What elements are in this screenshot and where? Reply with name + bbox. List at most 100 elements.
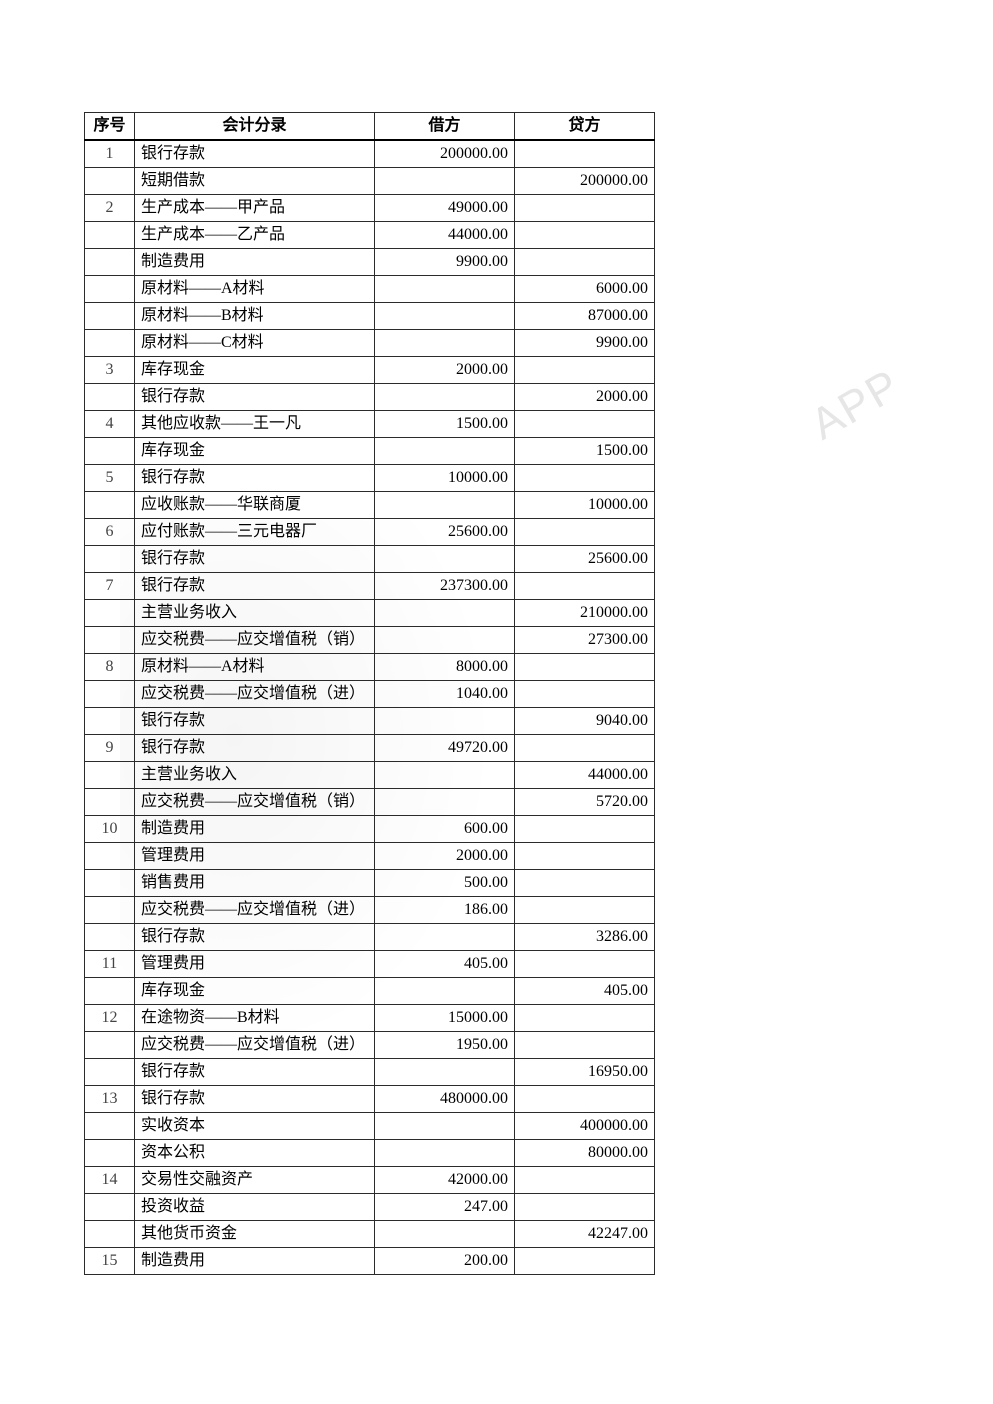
debit-cell: 500.00 (375, 870, 515, 897)
entry-cell: 银行存款 (135, 465, 375, 492)
debit-cell (375, 978, 515, 1005)
entry-cell: 实收资本 (135, 1113, 375, 1140)
seq-cell (85, 924, 135, 951)
col-entry-header: 会计分录 (135, 113, 375, 141)
table-row: 14交易性交融资产42000.00 (85, 1167, 655, 1194)
watermark: APP (803, 360, 909, 450)
entry-cell: 应交税费——应交增值税（销） (135, 627, 375, 654)
credit-cell: 400000.00 (515, 1113, 655, 1140)
debit-cell (375, 168, 515, 195)
credit-cell (515, 1032, 655, 1059)
seq-cell (85, 222, 135, 249)
credit-cell: 6000.00 (515, 276, 655, 303)
credit-cell (515, 573, 655, 600)
credit-cell: 405.00 (515, 978, 655, 1005)
table-row: 应交税费——应交增值税（销）5720.00 (85, 789, 655, 816)
credit-cell (515, 249, 655, 276)
table-row: 应交税费——应交增值税（进）1950.00 (85, 1032, 655, 1059)
table-row: 应交税费——应交增值税（进）1040.00 (85, 681, 655, 708)
credit-cell (515, 519, 655, 546)
seq-cell (85, 1221, 135, 1248)
debit-cell: 9900.00 (375, 249, 515, 276)
credit-cell: 27300.00 (515, 627, 655, 654)
seq-cell: 4 (85, 411, 135, 438)
seq-cell (85, 897, 135, 924)
debit-cell: 8000.00 (375, 654, 515, 681)
seq-cell: 7 (85, 573, 135, 600)
seq-cell: 13 (85, 1086, 135, 1113)
debit-cell: 15000.00 (375, 1005, 515, 1032)
debit-cell (375, 384, 515, 411)
entry-cell: 银行存款 (135, 708, 375, 735)
seq-cell (85, 681, 135, 708)
table-row: 库存现金405.00 (85, 978, 655, 1005)
seq-cell (85, 330, 135, 357)
credit-cell: 3286.00 (515, 924, 655, 951)
debit-cell: 2000.00 (375, 843, 515, 870)
credit-cell: 210000.00 (515, 600, 655, 627)
seq-cell (85, 708, 135, 735)
table-row: 6应付账款——三元电器厂25600.00 (85, 519, 655, 546)
debit-cell: 600.00 (375, 816, 515, 843)
ledger-table: 序号 会计分录 借方 贷方 1银行存款200000.00短期借款200000.0… (84, 112, 655, 1275)
entry-cell: 银行存款 (135, 1086, 375, 1113)
credit-cell (515, 735, 655, 762)
entry-cell: 主营业务收入 (135, 600, 375, 627)
debit-cell: 1040.00 (375, 681, 515, 708)
table-row: 15制造费用200.00 (85, 1248, 655, 1275)
table-row: 投资收益247.00 (85, 1194, 655, 1221)
debit-cell: 49720.00 (375, 735, 515, 762)
table-row: 主营业务收入44000.00 (85, 762, 655, 789)
entry-cell: 原材料——A材料 (135, 654, 375, 681)
debit-cell: 10000.00 (375, 465, 515, 492)
table-row: 其他货币资金 42247.00 (85, 1221, 655, 1248)
credit-cell: 1500.00 (515, 438, 655, 465)
credit-cell: 44000.00 (515, 762, 655, 789)
table-body: 1银行存款200000.00短期借款200000.002生产成本——甲产品490… (85, 140, 655, 1275)
entry-cell: 销售费用 (135, 870, 375, 897)
debit-cell (375, 438, 515, 465)
seq-cell: 6 (85, 519, 135, 546)
debit-cell (375, 1113, 515, 1140)
entry-cell: 银行存款 (135, 924, 375, 951)
entry-cell: 其他货币资金 (135, 1221, 375, 1248)
seq-cell (85, 492, 135, 519)
entry-cell: 银行存款 (135, 735, 375, 762)
entry-cell: 银行存款 (135, 140, 375, 168)
seq-cell (85, 600, 135, 627)
credit-cell (515, 140, 655, 168)
credit-cell: 42247.00 (515, 1221, 655, 1248)
table-row: 原材料——B材料87000.00 (85, 303, 655, 330)
debit-cell (375, 492, 515, 519)
table-row: 9银行存款49720.00 (85, 735, 655, 762)
seq-cell: 5 (85, 465, 135, 492)
seq-cell: 8 (85, 654, 135, 681)
credit-cell (515, 870, 655, 897)
table-row: 11管理费用405.00 (85, 951, 655, 978)
seq-cell (85, 627, 135, 654)
entry-cell: 管理费用 (135, 843, 375, 870)
entry-cell: 投资收益 (135, 1194, 375, 1221)
seq-cell: 15 (85, 1248, 135, 1275)
entry-cell: 生产成本——甲产品 (135, 195, 375, 222)
seq-cell (85, 303, 135, 330)
table-row: 应收账款——华联商厦10000.00 (85, 492, 655, 519)
debit-cell (375, 627, 515, 654)
credit-cell (515, 843, 655, 870)
credit-cell (515, 897, 655, 924)
debit-cell: 200.00 (375, 1248, 515, 1275)
table-row: 库存现金1500.00 (85, 438, 655, 465)
col-seq-header: 序号 (85, 113, 135, 141)
credit-cell (515, 816, 655, 843)
table-row: 销售费用500.00 (85, 870, 655, 897)
debit-cell (375, 1140, 515, 1167)
entry-cell: 在途物资——B材料 (135, 1005, 375, 1032)
credit-cell: 87000.00 (515, 303, 655, 330)
entry-cell: 银行存款 (135, 573, 375, 600)
debit-cell: 200000.00 (375, 140, 515, 168)
table-row: 2生产成本——甲产品49000.00 (85, 195, 655, 222)
seq-cell: 9 (85, 735, 135, 762)
seq-cell (85, 1140, 135, 1167)
entry-cell: 其他应收款——王一凡 (135, 411, 375, 438)
table-row: 银行存款2000.00 (85, 384, 655, 411)
